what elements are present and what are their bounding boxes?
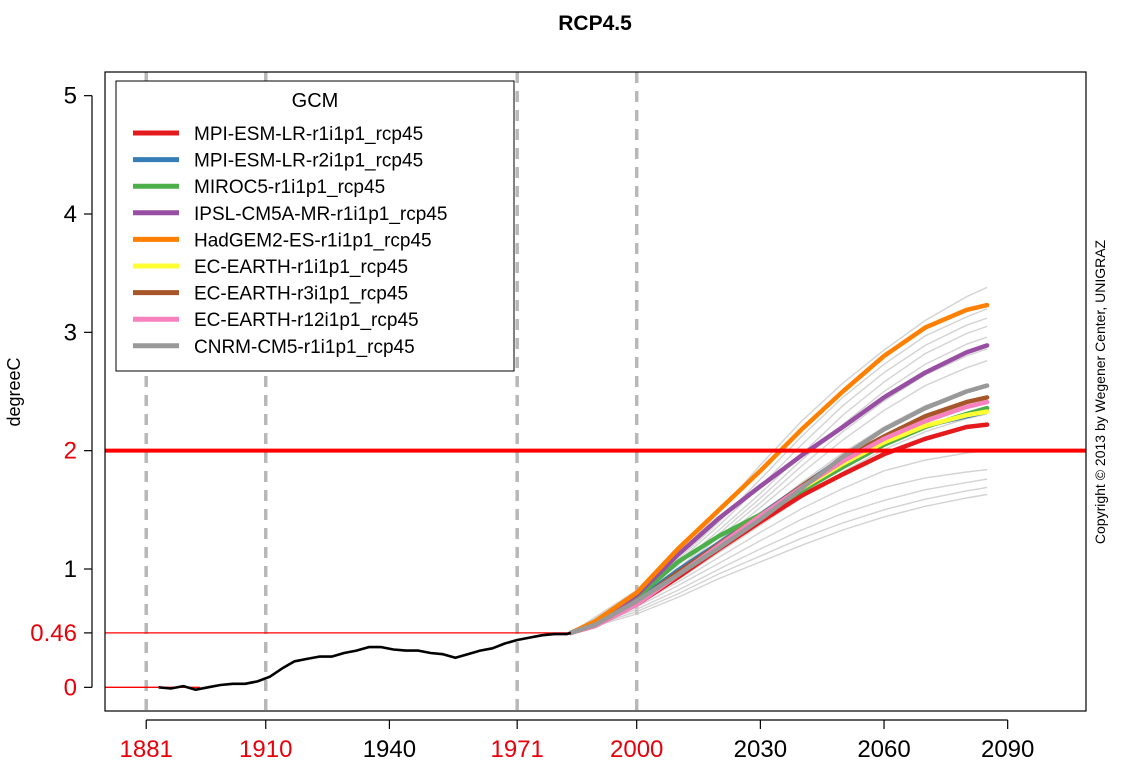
legend-entry: IPSL-CM5A-MR-r1i1p1_rcp45 — [194, 204, 447, 225]
x-tick-label: 1910 — [239, 736, 292, 763]
legend-entry: EC-EARTH-r12i1p1_rcp45 — [194, 310, 419, 331]
ensemble-line-6 — [570, 348, 988, 634]
x-tick-label: 1971 — [490, 736, 543, 763]
x-tick-label: 2060 — [857, 736, 910, 763]
legend-entry: EC-EARTH-r1i1p1_rcp45 — [194, 257, 408, 278]
x-tick-label: 1881 — [120, 736, 173, 763]
ensemble-line-13 — [570, 478, 988, 634]
model-lines — [568, 302, 990, 636]
legend-entry: MPI-ESM-LR-r2i1p1_rcp45 — [194, 151, 423, 172]
y-tick-label: 1 — [64, 556, 77, 583]
y-tick-label: 0 — [64, 674, 77, 701]
chart-title: RCP4.5 — [558, 12, 632, 35]
x-tick-label: 2090 — [981, 736, 1034, 763]
y-axis-label: degreeC — [4, 357, 24, 426]
y-tick-label: 2 — [64, 438, 77, 465]
y-tick-label: 4 — [64, 201, 77, 228]
ensemble-line-5 — [570, 336, 988, 634]
y-tick-label: 3 — [64, 319, 77, 346]
x-tick-label: 2000 — [610, 736, 663, 763]
legend: GCM MPI-ESM-LR-r1i1p1_rcp45 MPI-ESM-LR-r2… — [115, 80, 515, 372]
copyright-note: Copyright © 2013 by Wegener Center, UNIG… — [1092, 239, 1108, 544]
legend-entry: MPI-ESM-LR-r1i1p1_rcp45 — [194, 124, 423, 145]
ensemble-line-11 — [570, 450, 988, 634]
legend-entry: CNRM-CM5-r1i1p1_rcp45 — [194, 337, 415, 358]
legend-title: GCM — [292, 90, 339, 112]
legend-box — [115, 80, 515, 372]
legend-entry: HadGEM2-ES-r1i1p1_rcp45 — [194, 230, 432, 251]
ensemble-line-14 — [570, 486, 988, 634]
legend-entry: EC-EARTH-r3i1p1_rcp45 — [194, 284, 408, 305]
ensemble-line-15 — [570, 493, 988, 634]
y-tick-label: 0.46 — [30, 620, 77, 647]
plot-frame — [104, 71, 1087, 712]
x-tick-label: 1940 — [363, 736, 416, 763]
ensemble-line-12 — [570, 468, 988, 634]
y-tick-label: 5 — [64, 83, 77, 110]
legend-entry: MIROC5-r1i1p1_rcp45 — [194, 177, 385, 198]
ensemble-lines — [570, 286, 988, 634]
legend-items: MPI-ESM-LR-r1i1p1_rcp45 MPI-ESM-LR-r2i1p1… — [133, 124, 447, 358]
plot-front-layer — [105, 448, 1086, 692]
series-line-9 — [568, 383, 990, 636]
x-axis: 1881 1910 1940 1971 2000 2030 2060 2090 — [120, 719, 1034, 763]
x-tick-label: 2030 — [734, 736, 787, 763]
y-axis: 0 0.46 1 2 3 4 5 — [30, 83, 93, 701]
observed-line — [158, 631, 572, 692]
